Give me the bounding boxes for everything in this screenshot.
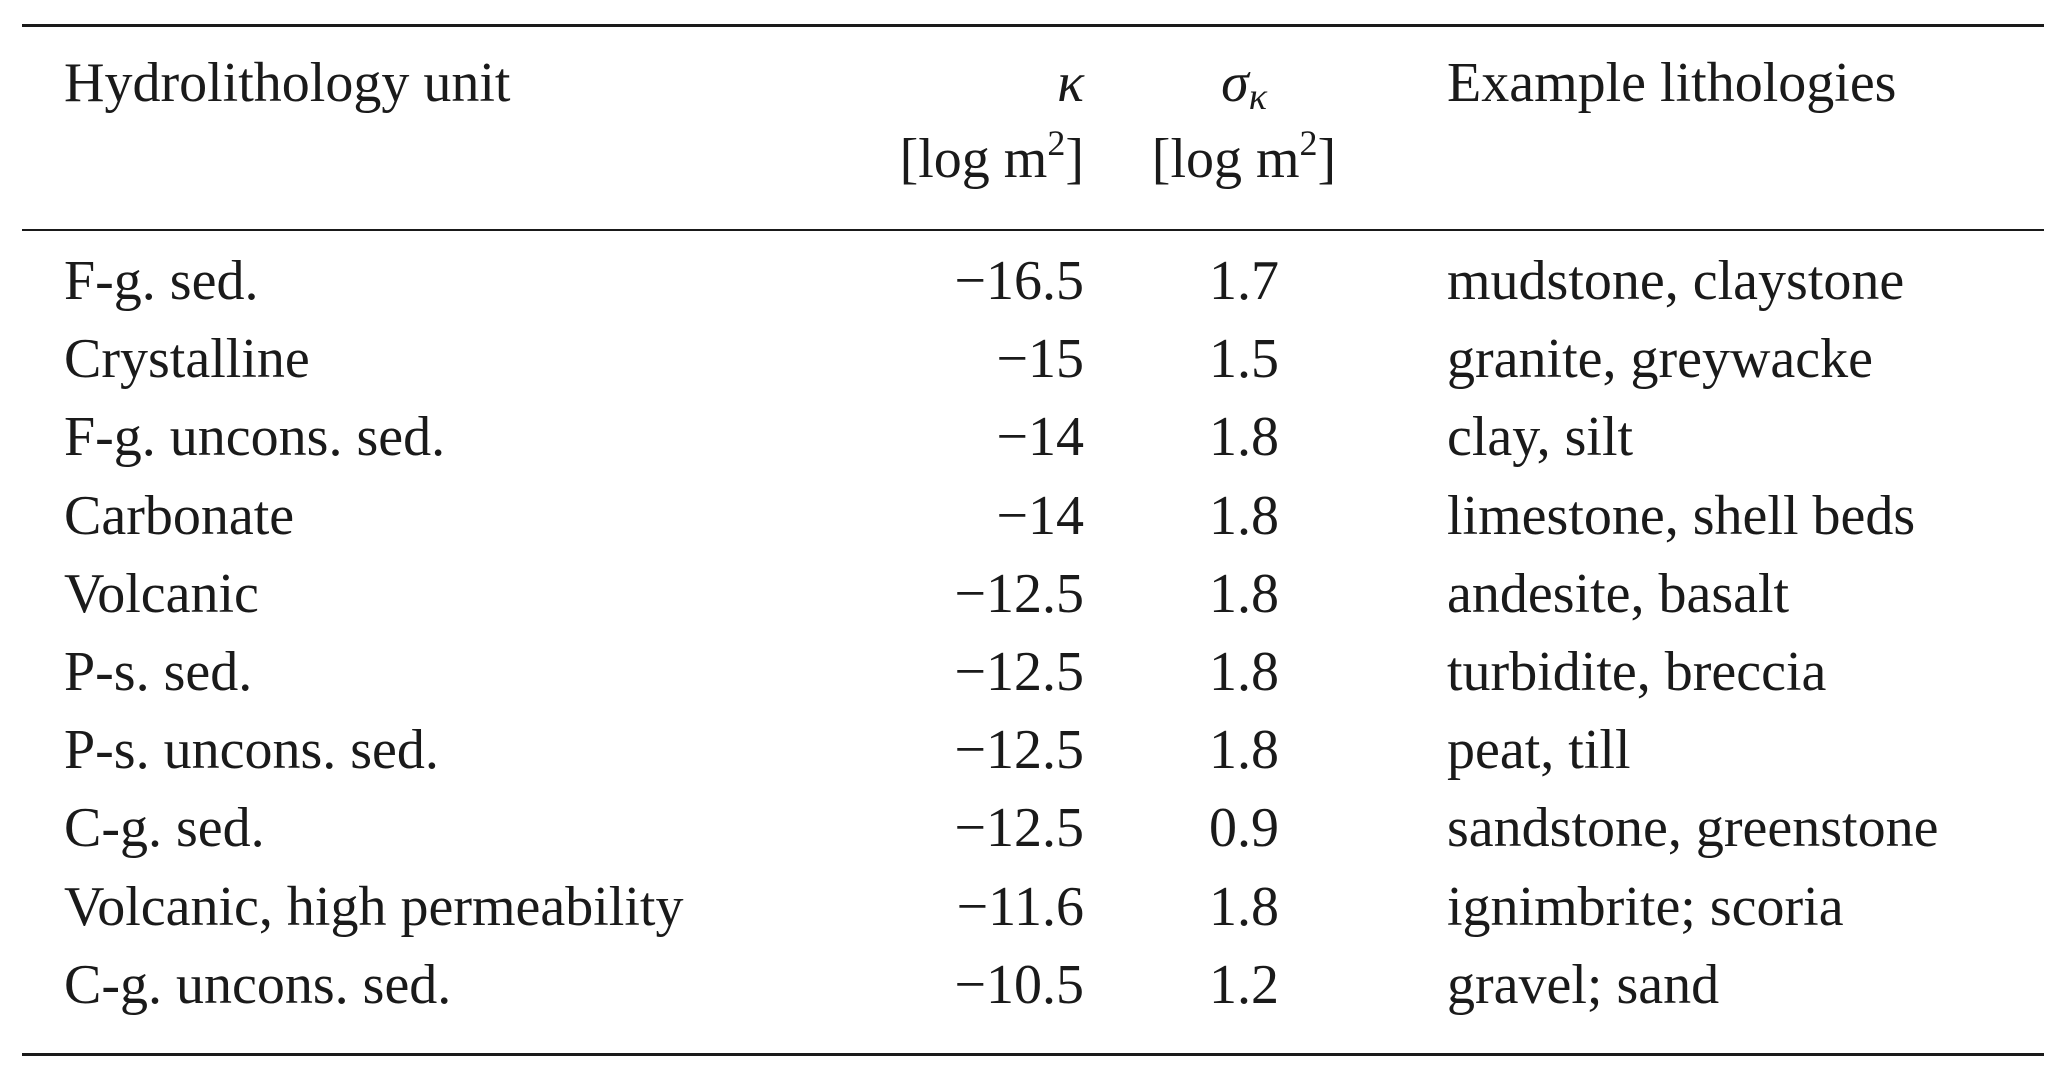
cell-sigma-kappa: 1.7 <box>1209 250 1279 312</box>
cell-hydrolithology-unit: Volcanic <box>64 562 259 625</box>
table-body: F-g. sed. −16.5 1.7 mudstone, claystone Crys… <box>22 231 2044 1053</box>
cell-example-lithologies: mudstone, claystone <box>1447 250 1905 312</box>
cell-kappa: −10.5 <box>954 953 1084 1016</box>
cell-hydrolithology-unit: F-g. uncons. sed. <box>64 406 446 469</box>
cell-sigma-kappa: 1.8 <box>1209 406 1279 469</box>
cell-example-lithologies: ignimbrite; scoria <box>1447 875 1844 938</box>
cell-hydrolithology-unit: Carbonate <box>64 484 295 547</box>
cell-sigma-kappa: 0.9 <box>1209 797 1279 860</box>
header-hydrolithology-unit: Hydrolithology unit <box>64 52 511 114</box>
cell-kappa: −12.5 <box>954 562 1084 625</box>
cell-sigma-kappa: 1.8 <box>1209 719 1279 782</box>
header-kappa: κ <box>1057 52 1084 114</box>
cell-kappa: −14 <box>996 406 1084 469</box>
table-row: Volcanic, high permeability −11.6 1.8 ignim… <box>22 879 2044 957</box>
cell-sigma-kappa: 1.8 <box>1209 641 1279 703</box>
cell-kappa: −12.5 <box>954 719 1084 782</box>
kappa-unit-exponent: 2 <box>1047 123 1066 163</box>
cell-example-lithologies: peat, till <box>1447 719 1631 782</box>
cell-hydrolithology-unit: Volcanic, high permeability <box>64 875 684 938</box>
cell-sigma-kappa: 1.8 <box>1209 484 1279 547</box>
kappa-unit-base: [log m <box>899 128 1048 190</box>
cell-example-lithologies: gravel; sand <box>1447 953 1720 1016</box>
sigma-symbol: σ <box>1221 52 1249 114</box>
header-kappa-unit: [log m2] <box>899 125 1084 190</box>
cell-sigma-kappa: 1.8 <box>1209 875 1279 938</box>
sigma-unit-exponent: 2 <box>1299 123 1318 163</box>
table-row: C-g. sed. −12.5 0.9 sandstone, greenstone <box>22 800 2044 878</box>
permeability-table: Hydrolithology unit κ [log m2] σκ [log m… <box>22 24 2044 1056</box>
cell-example-lithologies: andesite, basalt <box>1447 562 1790 625</box>
header-example-lithologies: Example lithologies <box>1447 52 1897 114</box>
sigma-subscript: κ <box>1248 76 1267 118</box>
sigma-unit-close: ] <box>1317 128 1337 190</box>
cell-example-lithologies: sandstone, greenstone <box>1447 797 1939 860</box>
header-sigma-unit: [log m2] <box>1151 125 1337 190</box>
cell-sigma-kappa: 1.2 <box>1209 953 1279 1016</box>
cell-example-lithologies: granite, greywacke <box>1447 328 1873 391</box>
table-row: Crystalline −15 1.5 granite, greywacke <box>22 331 2044 409</box>
cell-sigma-kappa: 1.8 <box>1209 562 1279 625</box>
cell-hydrolithology-unit: C-g. uncons. sed. <box>64 953 452 1016</box>
cell-hydrolithology-unit: Crystalline <box>64 328 310 391</box>
table-header: Hydrolithology unit κ [log m2] σκ [log m… <box>22 27 2044 229</box>
cell-kappa: −14 <box>996 484 1084 547</box>
cell-hydrolithology-unit: C-g. sed. <box>64 797 265 860</box>
cell-hydrolithology-unit: P-s. sed. <box>64 641 253 703</box>
cell-hydrolithology-unit: P-s. uncons. sed. <box>64 719 439 782</box>
top-rule <box>22 24 2044 27</box>
cell-kappa: −12.5 <box>954 641 1084 703</box>
table-row: F-g. sed. −16.5 1.7 mudstone, claystone <box>22 253 2044 331</box>
cell-hydrolithology-unit: F-g. sed. <box>64 250 259 312</box>
table-row: Carbonate −14 1.8 limestone, shell beds <box>22 488 2044 566</box>
cell-example-lithologies: clay, silt <box>1447 406 1634 469</box>
table-row: P-s. sed. −12.5 1.8 turbidite, breccia <box>22 644 2044 722</box>
cell-kappa: −16.5 <box>954 250 1084 312</box>
cell-kappa: −12.5 <box>954 797 1084 860</box>
bottom-rule <box>22 1053 2044 1056</box>
table-row: P-s. uncons. sed. −12.5 1.8 peat, till <box>22 722 2044 800</box>
table-row: Volcanic −12.5 1.8 andesite, basalt <box>22 566 2044 644</box>
cell-sigma-kappa: 1.5 <box>1209 328 1279 391</box>
header-rule <box>22 229 2044 231</box>
table-row: F-g. uncons. sed. −14 1.8 clay, silt <box>22 409 2044 487</box>
kappa-unit-close: ] <box>1065 128 1084 190</box>
cell-example-lithologies: limestone, shell beds <box>1447 484 1916 547</box>
cell-example-lithologies: turbidite, breccia <box>1447 641 1827 703</box>
table-row: C-g. uncons. sed. −10.5 1.2 gravel; sand <box>22 957 2044 1035</box>
cell-kappa: −11.6 <box>956 875 1084 938</box>
cell-kappa: −15 <box>996 328 1084 391</box>
header-sigma-kappa: σκ <box>1221 52 1267 116</box>
sigma-unit-base: [log m <box>1151 128 1300 190</box>
